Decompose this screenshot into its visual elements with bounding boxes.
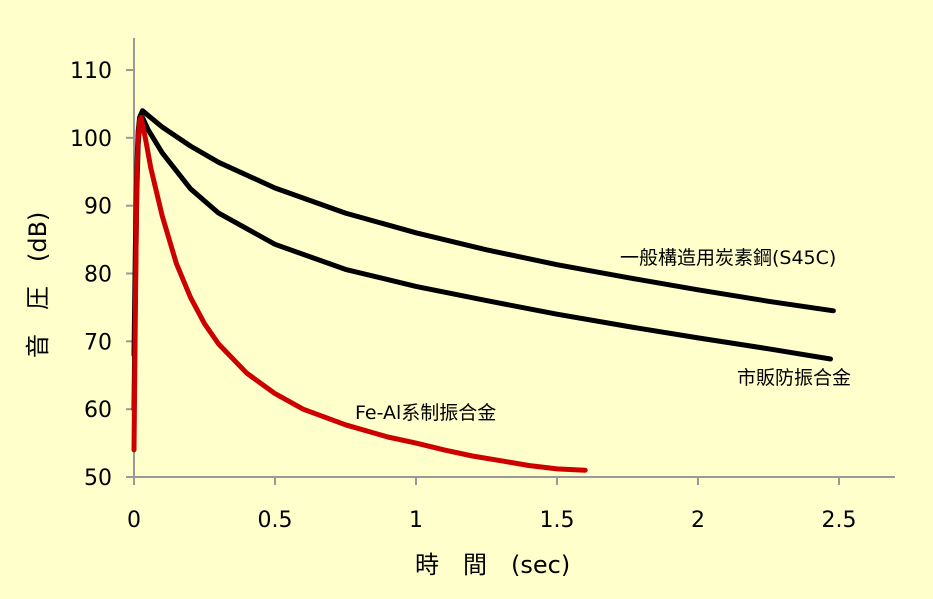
y-tick-label: 70 bbox=[84, 330, 112, 355]
series-lines bbox=[131, 108, 836, 473]
y-axis-ticks: 50 60 70 80 90 100 110 bbox=[70, 59, 134, 491]
y-tick-label: 100 bbox=[70, 127, 112, 152]
x-tick-label: 1.5 bbox=[540, 508, 575, 533]
y-axis-title: 音 圧 (dB) bbox=[24, 212, 52, 358]
y-tick-label: 50 bbox=[84, 466, 112, 491]
x-tick-label: 1 bbox=[409, 508, 423, 533]
x-tick-label: 2.5 bbox=[822, 508, 857, 533]
series-line-fe-al-alloy bbox=[131, 115, 588, 473]
y-tick-label: 80 bbox=[84, 263, 112, 288]
series-label-s45c: 一般構造用炭素鋼(S45C) bbox=[620, 247, 836, 269]
y-tick-label: 110 bbox=[70, 59, 112, 84]
series-label-commercial-alloy: 市販防振合金 bbox=[737, 367, 851, 389]
y-tick-label: 90 bbox=[84, 195, 112, 220]
y-tick-label: 60 bbox=[84, 398, 112, 423]
series-line-s45c bbox=[131, 108, 836, 358]
x-axis-ticks: 0 0.5 1 1.5 2 2.5 bbox=[127, 477, 857, 533]
x-axis-title: 時 間 (sec) bbox=[415, 551, 570, 579]
x-tick-label: 0.5 bbox=[258, 508, 293, 533]
x-tick-label: 0 bbox=[127, 508, 141, 533]
x-tick-label: 2 bbox=[691, 508, 705, 533]
series-label-fe-al-alloy: Fe-Al系制振合金 bbox=[355, 402, 496, 424]
